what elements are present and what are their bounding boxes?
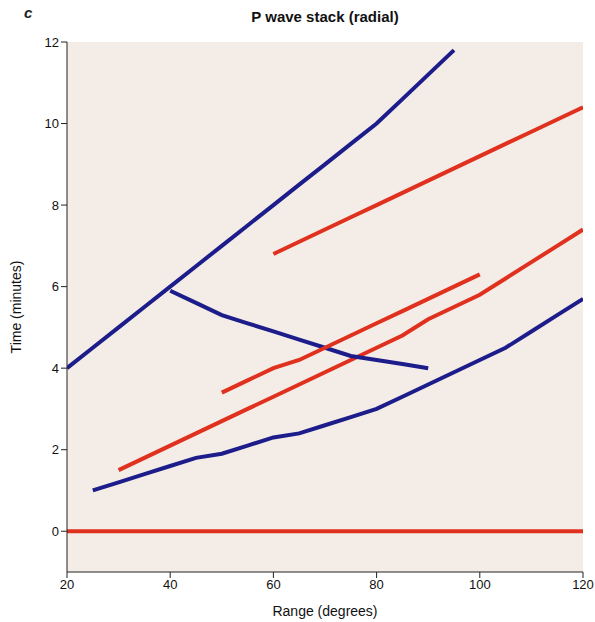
html-text:P wave stack (radial): P wave stack (radial) — [251, 8, 399, 25]
svg-text:2: 2 — [52, 442, 59, 457]
svg-text:0: 0 — [52, 524, 59, 539]
html-text:c: c — [24, 4, 33, 21]
svg-text:8: 8 — [52, 198, 59, 213]
svg-text:6: 6 — [52, 279, 59, 294]
svg-text:60: 60 — [266, 577, 280, 592]
svg-text:100: 100 — [469, 577, 491, 592]
svg-text:Time (minutes): Time (minutes) — [8, 261, 24, 354]
svg-text:40: 40 — [163, 577, 177, 592]
svg-text:4: 4 — [52, 361, 59, 376]
svg-text:120: 120 — [572, 577, 594, 592]
svg-text:20: 20 — [60, 577, 74, 592]
svg-text:10: 10 — [45, 116, 59, 131]
svg-text:Range (degrees): Range (degrees) — [272, 603, 377, 619]
svg-text:80: 80 — [369, 577, 383, 592]
svg-text:12: 12 — [45, 35, 59, 50]
